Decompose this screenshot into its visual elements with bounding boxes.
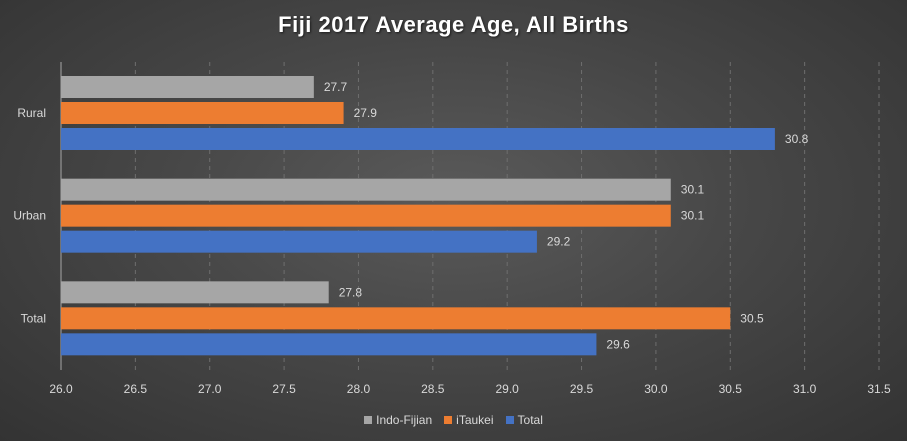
bar xyxy=(61,333,597,356)
category-label: Total xyxy=(21,311,46,325)
data-label: 29.6 xyxy=(606,337,630,351)
data-label: 30.5 xyxy=(740,311,764,325)
category-label: Rural xyxy=(17,106,46,120)
x-tick-label: 27.0 xyxy=(198,382,222,396)
bar xyxy=(61,102,344,124)
data-label: 29.2 xyxy=(547,235,571,249)
category-label: Urban xyxy=(13,209,46,223)
x-tick-label: 31.0 xyxy=(793,382,817,396)
x-tick-label: 29.0 xyxy=(496,382,520,396)
legend-item-itaukei: iTaukei xyxy=(444,413,494,427)
legend-label-indo-fijian: Indo-Fijian xyxy=(376,413,433,427)
x-tick-label: 31.5 xyxy=(867,382,891,396)
legend-item-indo-fijian: Indo-Fijian xyxy=(364,413,432,427)
data-label: 30.1 xyxy=(681,209,705,223)
x-tick-label: 26.5 xyxy=(124,382,148,396)
data-label: 30.8 xyxy=(785,132,809,146)
x-tick-label: 30.5 xyxy=(719,382,743,396)
legend-label-total: Total xyxy=(517,413,543,427)
legend: Indo-Fijian iTaukei Total xyxy=(0,413,907,427)
bar xyxy=(61,178,671,201)
bar xyxy=(61,128,775,150)
x-tick-label: 28.0 xyxy=(347,382,371,396)
bar xyxy=(61,307,731,330)
bar xyxy=(61,76,314,98)
legend-swatch-indo-fijian xyxy=(364,416,373,424)
chart-title: Fiji 2017 Average Age, All Births xyxy=(278,12,629,37)
legend-item-total: Total xyxy=(505,413,543,427)
x-tick-label: 26.0 xyxy=(49,382,73,396)
bar xyxy=(61,230,537,253)
legend-swatch-total xyxy=(505,416,514,424)
data-label: 30.1 xyxy=(681,183,705,197)
data-label: 27.7 xyxy=(324,80,348,94)
data-label: 27.9 xyxy=(354,106,378,120)
x-tick-label: 28.5 xyxy=(421,382,445,396)
x-tick-label: 30.0 xyxy=(644,382,668,396)
data-label: 27.8 xyxy=(339,285,363,299)
bar xyxy=(61,281,329,304)
x-tick-label: 27.5 xyxy=(272,382,296,396)
legend-swatch-itaukei xyxy=(444,416,453,424)
legend-label-itaukei: iTaukei xyxy=(456,413,494,427)
bar xyxy=(61,204,671,227)
x-tick-label: 29.5 xyxy=(570,382,594,396)
